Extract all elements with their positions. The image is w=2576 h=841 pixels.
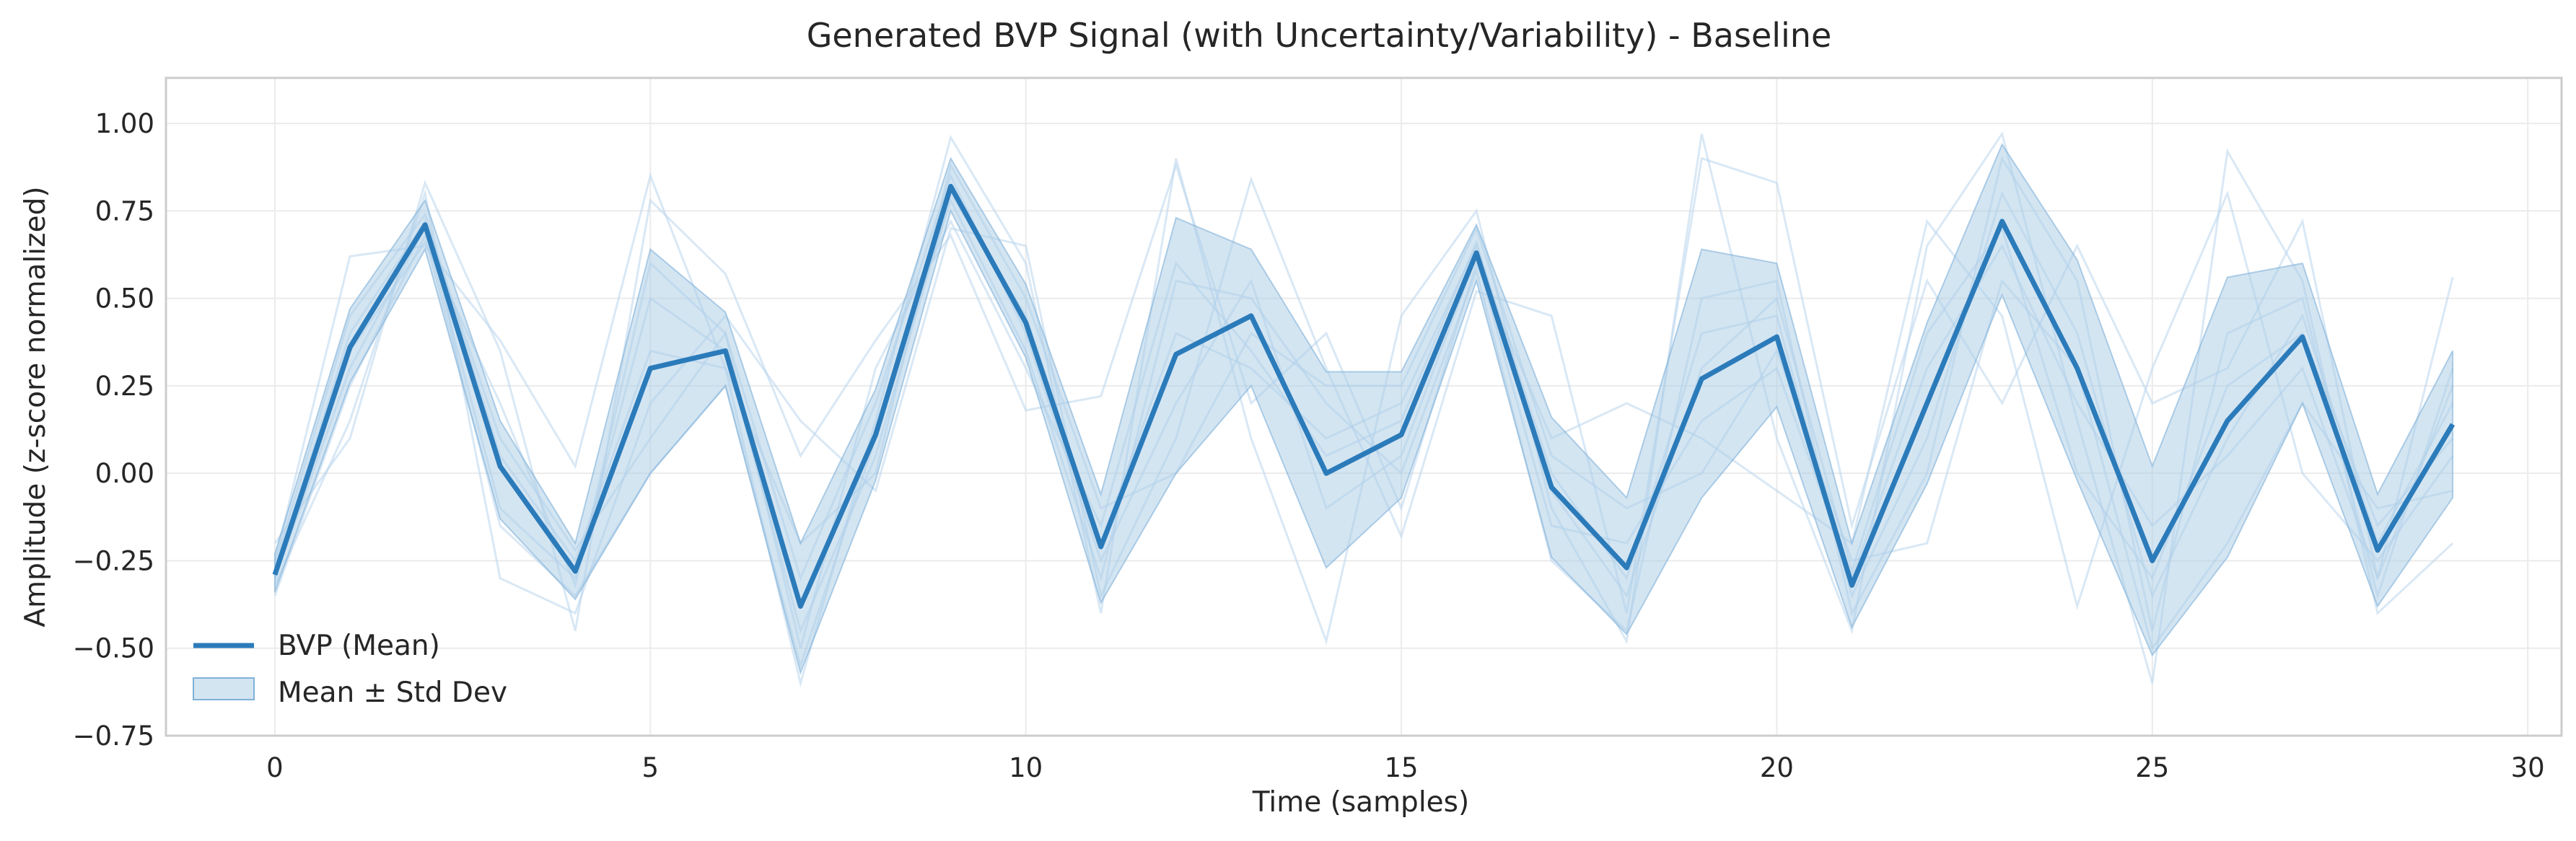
y-tick-label-4: 0.25 <box>95 371 154 402</box>
y-axis-ticks: −0.75 −0.50 −0.25 0.00 0.25 0.50 0.75 1.00 <box>73 108 154 752</box>
y-tick-label-0: −0.75 <box>73 721 154 752</box>
x-axis-label: Time (samples) <box>1252 786 1469 819</box>
x-tick-label-5: 25 <box>2135 752 2169 783</box>
y-axis-label: Amplitude (z-score normalized) <box>19 186 52 627</box>
legend: BVP (Mean) Mean ± Std Dev <box>193 630 507 709</box>
x-tick-label-1: 5 <box>642 752 660 783</box>
x-tick-label-4: 20 <box>1760 752 1794 783</box>
y-tick-label-5: 0.50 <box>95 283 154 314</box>
x-tick-label-3: 15 <box>1384 752 1418 783</box>
chart-title: Generated BVP Signal (with Uncertainty/V… <box>807 16 1832 55</box>
plot-frame <box>165 76 2563 737</box>
x-axis-ticks: 0 5 10 15 20 25 30 <box>266 752 2545 783</box>
legend-band-label: Mean ± Std Dev <box>278 677 507 709</box>
y-tick-label-7: 1.00 <box>95 108 154 139</box>
y-tick-label-2: −0.25 <box>73 545 154 576</box>
legend-band-swatch <box>193 677 255 700</box>
x-tick-label-0: 0 <box>266 752 284 783</box>
x-tick-label-6: 30 <box>2511 752 2545 783</box>
legend-mean-label: BVP (Mean) <box>278 630 440 662</box>
y-tick-label-6: 0.75 <box>95 195 154 226</box>
y-tick-label-3: 0.00 <box>95 458 154 489</box>
mean-line <box>272 183 2455 609</box>
x-tick-label-2: 10 <box>1009 752 1043 783</box>
y-tick-label-1: −0.50 <box>73 633 154 664</box>
std-dev-band <box>273 143 2454 675</box>
